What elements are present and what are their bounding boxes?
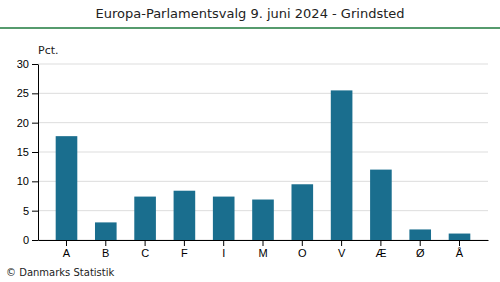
x-tick-mark: [263, 240, 264, 246]
x-tick-mark: [66, 240, 67, 246]
x-tick-label: F: [181, 247, 188, 259]
x-tick: A: [63, 240, 71, 259]
y-tick-label: 30: [17, 58, 29, 70]
x-tick-mark: [184, 240, 185, 246]
x-tick-label: M: [258, 247, 267, 259]
x-tick: B: [102, 240, 109, 259]
bar: [331, 90, 353, 240]
x-tick-label: Å: [456, 247, 464, 259]
y-tick-label: 10: [17, 175, 29, 187]
x-tick: M: [258, 240, 267, 259]
y-tick-mark: [32, 64, 38, 65]
y-tick: 0: [23, 234, 38, 246]
grid-line: [38, 64, 488, 65]
title-rule: [0, 27, 500, 29]
y-tick-label: 0: [23, 234, 29, 246]
x-tick-label: Æ: [375, 247, 386, 259]
x-tick-label: I: [222, 247, 225, 259]
y-tick: 5: [23, 205, 38, 217]
grid-line: [38, 152, 488, 153]
x-tick-mark: [420, 240, 421, 246]
x-tick-mark: [341, 240, 342, 246]
y-tick-label: 5: [23, 205, 29, 217]
y-axis: 0 5 10 15 20 25 30: [17, 58, 39, 246]
y-tick-label: 20: [17, 117, 29, 129]
bar: [213, 197, 235, 240]
title: Europa-Parlamentsvalg 9. juni 2024 - Gri…: [96, 6, 405, 21]
y-label: Pct.: [38, 44, 59, 57]
x-tick-mark: [302, 240, 303, 246]
bars: [56, 90, 471, 240]
y-tick-mark: [32, 240, 38, 241]
y-tick: 30: [17, 58, 38, 70]
x-tick-label: V: [338, 247, 346, 259]
y-tick: 10: [17, 175, 38, 187]
x-tick: Å: [456, 240, 464, 259]
bar: [449, 234, 471, 240]
y-tick-mark: [32, 211, 38, 212]
annotations: © Danmarks Statistik: [6, 267, 115, 278]
bar: [409, 229, 431, 240]
bar: [174, 191, 196, 240]
y-tick: 20: [17, 117, 38, 129]
y-tick-mark: [32, 123, 38, 124]
bar: [370, 170, 392, 240]
x-tick-label: A: [63, 247, 71, 259]
axis-domain: [38, 65, 39, 241]
x-tick: Æ: [375, 240, 386, 259]
x-tick-label: O: [298, 247, 307, 259]
x-tick-mark: [459, 240, 460, 246]
y-tick: 25: [17, 87, 38, 99]
x-tick: F: [181, 240, 188, 259]
x-tick-mark: [223, 240, 224, 246]
x-tick-label: B: [102, 247, 109, 259]
grid-line: [38, 93, 488, 94]
bar: [291, 184, 313, 240]
x-tick-label: Ø: [416, 247, 425, 259]
x-tick-mark: [145, 240, 146, 246]
bar: [95, 222, 117, 240]
grid-line: [38, 181, 488, 182]
y-tick-label: 15: [17, 146, 29, 158]
bar: [134, 197, 156, 240]
y-tick-mark: [32, 152, 38, 153]
x-tick: V: [338, 240, 346, 259]
x-tick-mark: [380, 240, 381, 246]
x-tick: I: [222, 240, 225, 259]
x-tick-mark: [105, 240, 106, 246]
grid-line: [38, 122, 488, 123]
y-tick: 15: [17, 146, 38, 158]
x-tick: Ø: [416, 240, 425, 259]
y-tick-mark: [32, 181, 38, 182]
bar: [252, 200, 274, 240]
x-axis: ABCFIMOVÆØÅ: [39, 240, 489, 259]
footer: © Danmarks Statistik: [6, 267, 115, 278]
y-tick-label: 25: [17, 87, 29, 99]
chart: A B C F I M O V Æ Ø Å 0 5 10 15 20 25 30 Europa-Parlaments…: [0, 0, 500, 282]
y-tick-mark: [32, 93, 38, 94]
x-tick: C: [141, 240, 149, 259]
x-tick-label: C: [141, 247, 149, 259]
bar: [56, 136, 78, 240]
grid: [38, 64, 488, 240]
x-tick: O: [298, 240, 307, 259]
